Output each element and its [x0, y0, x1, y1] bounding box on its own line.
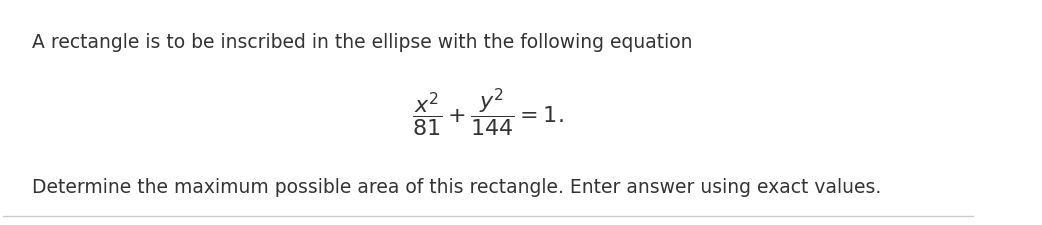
Text: $\dfrac{x^2}{81} + \dfrac{y^2}{144} = 1.$: $\dfrac{x^2}{81} + \dfrac{y^2}{144} = 1.…: [413, 86, 564, 139]
Text: A rectangle is to be inscribed in the ellipse with the following equation: A rectangle is to be inscribed in the el…: [32, 33, 692, 52]
Text: Determine the maximum possible area of this rectangle. Enter answer using exact : Determine the maximum possible area of t…: [32, 178, 882, 197]
